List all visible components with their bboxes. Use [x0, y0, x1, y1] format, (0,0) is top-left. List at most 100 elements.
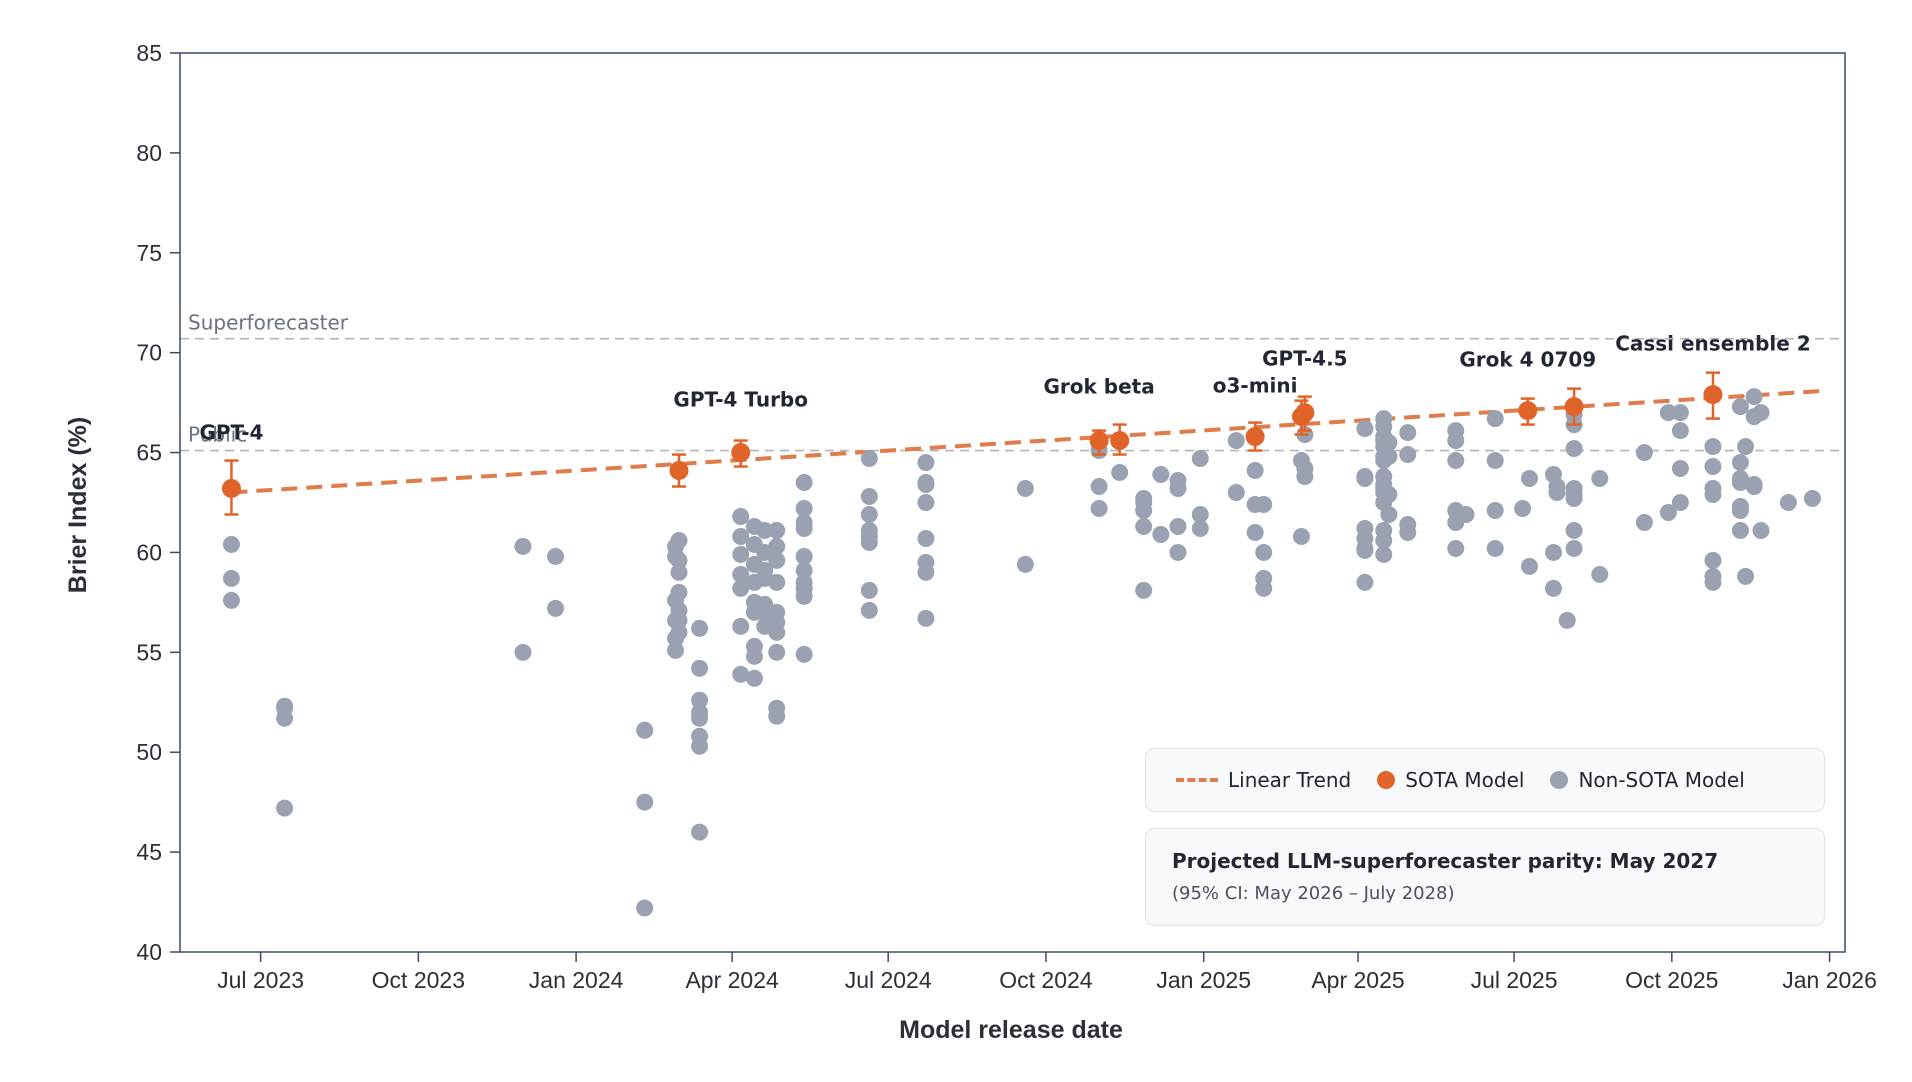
non-sota-point [691, 619, 709, 637]
projection-subtitle: (95% CI: May 2026 – July 2028) [1172, 883, 1455, 904]
projection-title: Projected LLM-superforecaster parity: Ma… [1172, 849, 1719, 873]
non-sota-point [1380, 434, 1398, 452]
non-sota-point [691, 823, 709, 841]
sota-dot-swatch [1377, 771, 1396, 789]
non-sota-point [514, 643, 532, 661]
sota-labels: GPT-4 GPT-4 Turbo Grok beta o3-mini GPT-4.5 G… [199, 332, 1810, 445]
non-sota-point [745, 647, 763, 665]
non-sota-point [756, 521, 774, 539]
non-sota-point [917, 476, 935, 494]
non-sota-point [670, 623, 688, 641]
non-sota-point [732, 507, 750, 525]
non-sota-point [1191, 450, 1209, 468]
non-sota-point [1486, 410, 1504, 428]
x-tick-label: Apr 2024 [685, 967, 779, 993]
non-sota-points [222, 388, 1821, 917]
y-tick-label: 70 [136, 340, 162, 366]
non-sota-point [795, 519, 813, 537]
non-sota-point [732, 565, 750, 583]
non-sota-point [1090, 499, 1108, 517]
legend-item-trend: Linear Trend [1176, 768, 1351, 792]
non-sota-point [1486, 501, 1504, 519]
plot-frame [179, 52, 1846, 953]
legend-item-sota: SOTA Model [1377, 768, 1524, 792]
non-sota-point [732, 527, 750, 545]
legend-trend-label: Linear Trend [1228, 768, 1352, 792]
non-sota-point [795, 474, 813, 492]
non-sota-point [795, 645, 813, 663]
non-sota-point [795, 587, 813, 605]
non-sota-point [1399, 424, 1417, 442]
non-sota-point [1737, 567, 1755, 585]
non-sota-point [1731, 398, 1749, 416]
non-sota-point [636, 793, 654, 811]
non-sota-point [1659, 404, 1677, 422]
non-sota-point [1399, 523, 1417, 541]
non-sota-point [222, 591, 240, 609]
sota-label-0: GPT-4 [199, 421, 263, 445]
non-sota-point [1779, 494, 1797, 511]
non-sota-point [1255, 543, 1273, 561]
non-sota-point [1375, 531, 1393, 549]
sota-point [1245, 427, 1265, 447]
sota-label-2: GPT-4 Turbo [673, 388, 808, 412]
non-sota-point [1016, 480, 1034, 498]
sota-model-0 [221, 459, 241, 516]
y-tick-label: 80 [136, 140, 162, 166]
non-sota-point [670, 563, 688, 581]
linear-trend-line [231, 388, 1828, 495]
non-sota-point [1752, 521, 1770, 539]
non-sota-point [1375, 545, 1393, 563]
non-sota-point [1544, 579, 1562, 597]
y-tick-label: 85 [136, 40, 162, 66]
non-sota-point [1591, 470, 1609, 488]
non-sota-point [1356, 470, 1374, 488]
y-tick-label: 65 [136, 440, 162, 466]
non-sota-point [1635, 513, 1653, 531]
sota-point [1518, 401, 1538, 421]
sota-model-8 [1518, 397, 1538, 426]
non-sota-point [1191, 519, 1209, 537]
non-sota-point [1090, 478, 1108, 496]
x-tick-label: Jan 2025 [1156, 967, 1251, 993]
reference-lines: Superforecaster Public [180, 311, 1845, 452]
non-sota-point [732, 617, 750, 635]
legend-item-non-sota: Non-SOTA Model [1550, 768, 1745, 792]
sota-point [1089, 431, 1109, 451]
non-sota-point [276, 709, 294, 727]
sota-point [1703, 385, 1723, 405]
non-sota-point [1169, 543, 1187, 561]
non-sota-point [1745, 478, 1763, 496]
y-tick-label: 55 [136, 639, 162, 665]
non-sota-point [1671, 460, 1689, 478]
sota-model-4 [1110, 423, 1130, 456]
non-sota-point [860, 488, 878, 506]
sota-model-1 [669, 453, 689, 488]
non-sota-point [1671, 422, 1689, 440]
legend-non-sota-label: Non-SOTA Model [1578, 768, 1745, 792]
non-sota-point [1152, 466, 1170, 484]
sota-label-7: GPT-4.5 [1262, 347, 1348, 371]
non-sota-point [1016, 555, 1034, 573]
non-sota-point [768, 537, 786, 555]
non-sota-point [860, 450, 878, 468]
non-sota-point [1169, 517, 1187, 535]
non-sota-point [1704, 486, 1722, 504]
sota-model-9 [1564, 387, 1584, 426]
non-sota-point [1135, 581, 1153, 599]
non-sota-point [917, 529, 935, 547]
x-axis-title: Model release date [899, 1016, 1123, 1044]
non-sota-point [1447, 452, 1465, 470]
non-sota-point [1356, 541, 1374, 559]
non-sota-point [1745, 388, 1763, 406]
non-sota-point [756, 603, 774, 621]
x-tick-label: Apr 2025 [1311, 967, 1404, 993]
non-sota-point [547, 547, 565, 565]
sota-point [1564, 397, 1584, 417]
axes: 40 45 50 55 60 65 70 75 80 85 Jul 2023 Oct 2023 Jan … [136, 40, 1876, 993]
non-sota-point [1356, 573, 1374, 591]
non-sota-point [222, 569, 240, 587]
non-sota-point [860, 601, 878, 619]
non-sota-point [1292, 527, 1310, 545]
non-sota-point [691, 737, 709, 755]
